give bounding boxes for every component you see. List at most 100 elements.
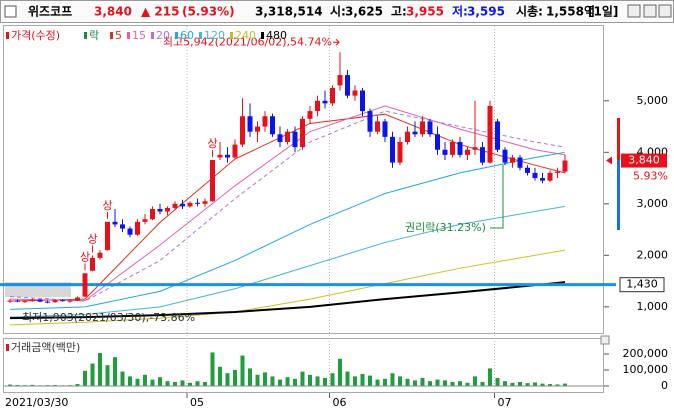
candle-body — [465, 149, 470, 155]
range-up — [617, 118, 620, 160]
legend-label: 가격(수정) — [11, 29, 60, 42]
volume-bar — [173, 382, 177, 386]
volume-bar — [135, 378, 140, 386]
candle-body — [547, 172, 553, 181]
volume-bar — [458, 381, 462, 386]
legend-swatch — [127, 32, 130, 39]
volume-bar — [105, 365, 110, 386]
high-value: 3,955 — [406, 5, 444, 19]
volume-bar — [75, 384, 80, 386]
volume-bar — [525, 383, 530, 386]
volume-bar — [248, 368, 252, 386]
candle-body — [375, 121, 380, 132]
limit-up-label: 상 — [207, 137, 217, 150]
candle-body — [240, 116, 245, 145]
candle-body — [525, 167, 530, 173]
candle-body — [120, 224, 125, 229]
candle-body — [60, 300, 65, 302]
mcap-value: 1,558억 — [546, 5, 595, 19]
candle-body — [225, 154, 230, 158]
volume-bar — [263, 372, 267, 386]
candle-body — [300, 118, 305, 148]
volume-bar — [293, 378, 297, 386]
candle-body — [315, 100, 320, 112]
volume-bar — [510, 382, 515, 386]
candle-body — [202, 201, 208, 204]
y-tick-label: 3,000 — [637, 197, 669, 210]
period[interactable]: [1일] — [588, 5, 618, 19]
legend-swatch — [261, 32, 264, 39]
change-pct: (5.93%) — [182, 5, 235, 19]
volume-bar — [218, 366, 222, 386]
candle-body — [397, 142, 403, 163]
candle-body — [15, 300, 20, 302]
volume-bar — [473, 376, 477, 386]
volume-bar — [30, 384, 35, 386]
volume-bar — [413, 380, 417, 386]
volume-bar — [240, 355, 245, 386]
candle-body — [487, 105, 493, 163]
change: ▲ 215 — [141, 5, 179, 19]
candle-body — [390, 136, 395, 163]
legend-swatch — [175, 32, 178, 39]
hline-box — [619, 277, 665, 293]
ma-line — [9, 249, 566, 326]
candle-body — [322, 100, 328, 104]
limit-up-label: 상 — [102, 199, 112, 212]
candle-body — [150, 208, 155, 220]
volume-bar — [165, 381, 170, 386]
candle-body — [127, 228, 133, 235]
candle-body — [307, 111, 313, 119]
volume-bar — [435, 379, 440, 386]
window-button[interactable] — [627, 4, 641, 18]
window-button[interactable] — [643, 4, 657, 18]
price: 3,840 — [94, 5, 132, 19]
volume-bar — [308, 374, 312, 386]
volume-bar — [233, 370, 237, 386]
candle-body — [360, 90, 365, 112]
volume: 3,318,514 — [255, 5, 323, 19]
volume-bar — [300, 371, 305, 386]
candle-body — [97, 252, 103, 258]
volume-bar — [255, 374, 260, 386]
candle-body — [187, 202, 193, 207]
candle-body — [67, 300, 73, 302]
x-tick-label: 05 — [190, 396, 204, 409]
high-annotation: 최고5,942(2021/06/02),54.74% — [163, 35, 332, 48]
checkbox[interactable] — [4, 5, 17, 18]
candle-body — [217, 154, 223, 158]
volume-bar — [540, 383, 545, 386]
candle-body — [105, 221, 110, 251]
volume-bar — [488, 368, 492, 386]
volume-legend-swatch — [6, 344, 9, 351]
candle-body — [22, 301, 28, 303]
legend-swatch — [6, 32, 9, 39]
x-tick-label: 2021/03/30 — [5, 396, 68, 409]
panel-button[interactable] — [600, 335, 610, 345]
candle-body — [180, 203, 185, 207]
volume-bar — [323, 378, 327, 386]
volume-title: 거래금액(백만) — [11, 341, 80, 354]
candle-body — [367, 111, 373, 132]
x-tick-label: 06 — [333, 396, 347, 409]
candle-body — [352, 90, 358, 96]
candle-body — [82, 273, 88, 297]
legend-label: 락 — [89, 29, 99, 42]
window-button[interactable] — [658, 4, 672, 18]
candle-body — [52, 300, 58, 303]
y-tick-label: 0 — [661, 379, 668, 392]
candle-body — [517, 157, 523, 168]
candle-body — [345, 75, 350, 96]
candle-body — [255, 126, 260, 132]
volume-bar — [180, 380, 185, 386]
candle-body — [7, 300, 13, 302]
candle-body — [37, 299, 43, 302]
volume-bar — [465, 382, 470, 386]
y-tick-label: 2,000 — [637, 248, 669, 261]
legend-label: 480 — [266, 29, 287, 42]
volume-bar — [383, 378, 387, 386]
volume-bar — [563, 383, 567, 386]
candle-body — [330, 87, 335, 104]
candle-body — [457, 142, 463, 155]
